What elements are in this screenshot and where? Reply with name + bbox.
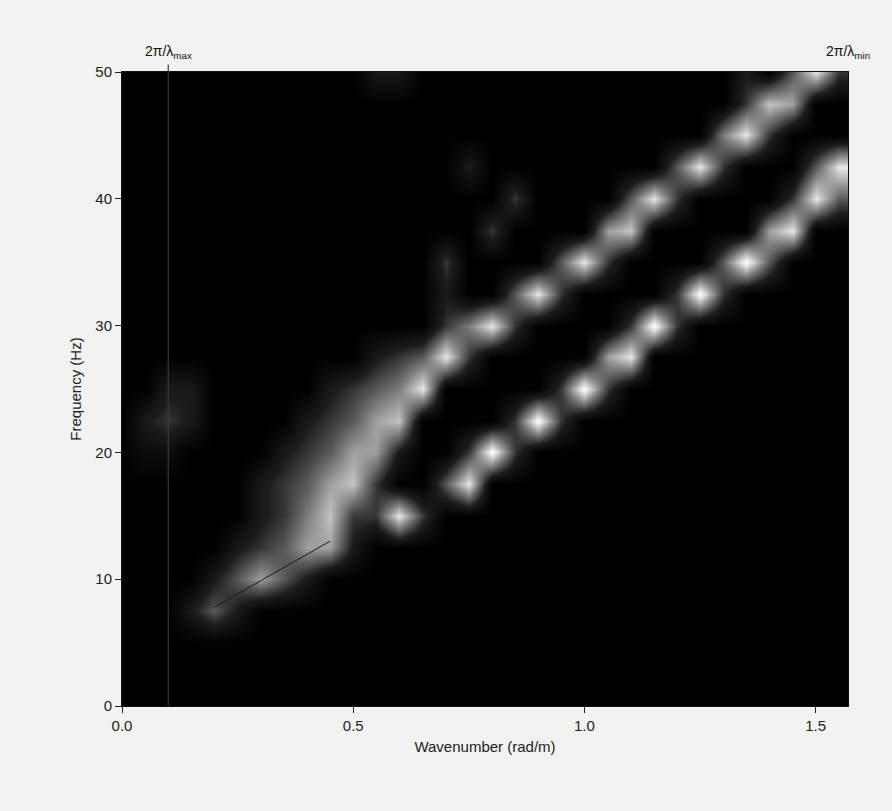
svg-text:0.5: 0.5 [343,717,364,734]
svg-text:0: 0 [104,697,112,714]
svg-text:30: 30 [95,317,112,334]
svg-text:1.5: 1.5 [805,717,826,734]
svg-text:10: 10 [95,570,112,587]
svg-text:Frequency (Hz): Frequency (Hz) [67,337,84,440]
svg-text:1.0: 1.0 [574,717,595,734]
svg-text:Wavenumber (rad/m): Wavenumber (rad/m) [414,738,555,755]
svg-text:50: 50 [95,63,112,80]
svg-text:0.0: 0.0 [112,717,133,734]
svg-text:20: 20 [95,444,112,461]
svg-text:2π/λ​min​: 2π/λ​min​ [826,43,870,61]
svg-text:40: 40 [95,190,112,207]
svg-text:2π/λ​max​: 2π/λ​max​ [145,43,192,61]
